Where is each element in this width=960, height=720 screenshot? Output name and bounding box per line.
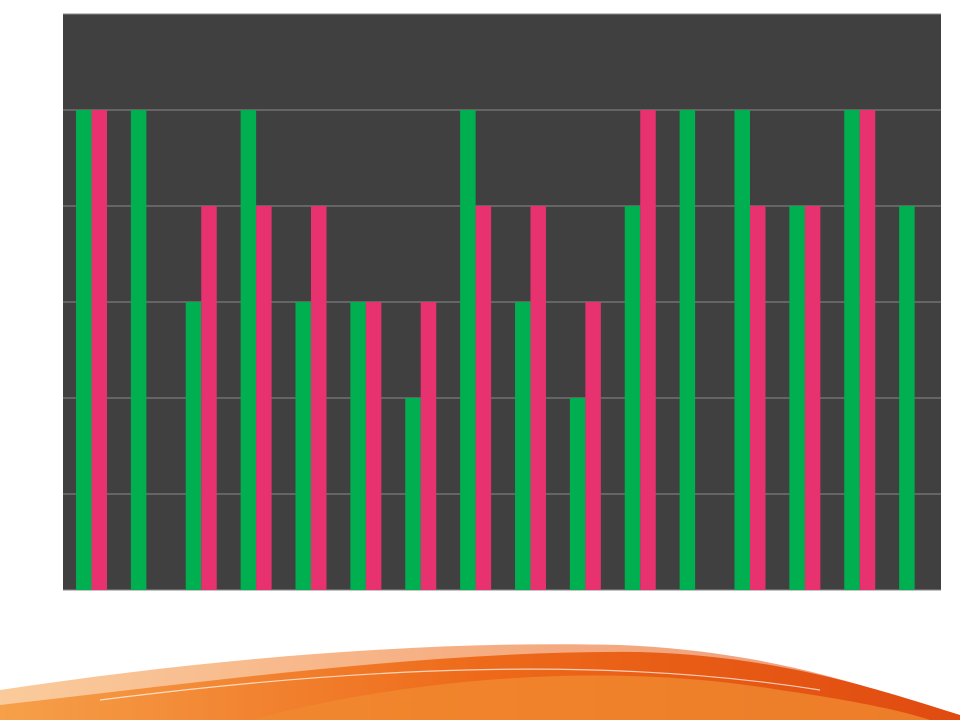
bar xyxy=(530,206,546,590)
bar xyxy=(240,110,257,590)
bar xyxy=(365,302,382,590)
bar xyxy=(91,110,107,590)
bar xyxy=(804,206,821,590)
bar xyxy=(859,110,876,590)
bar xyxy=(460,110,476,590)
bar xyxy=(679,110,696,590)
bar xyxy=(295,302,311,590)
bar xyxy=(256,206,272,590)
bar xyxy=(405,398,421,590)
bar xyxy=(515,302,531,590)
decorative-swoosh xyxy=(0,644,960,720)
bar xyxy=(201,206,217,590)
bar xyxy=(585,302,601,590)
bar xyxy=(420,302,437,590)
bar xyxy=(350,302,366,590)
bar xyxy=(750,206,766,590)
bar xyxy=(624,206,641,590)
bar xyxy=(130,110,147,590)
bar xyxy=(311,206,327,590)
bar xyxy=(76,110,92,590)
bar xyxy=(475,206,492,590)
bar xyxy=(185,302,202,590)
bar xyxy=(569,398,586,590)
bar xyxy=(899,206,915,590)
bar xyxy=(640,110,656,590)
bar xyxy=(789,206,805,590)
bar xyxy=(844,110,860,590)
bar xyxy=(734,110,750,590)
